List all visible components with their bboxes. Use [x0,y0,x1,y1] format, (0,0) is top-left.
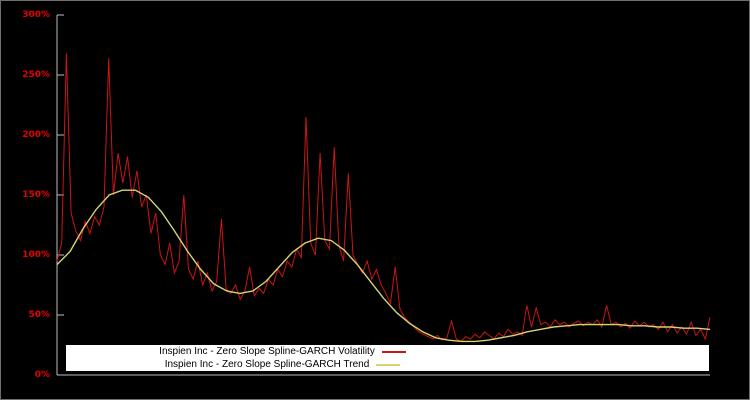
trend-series-line [56,189,711,343]
legend-item-volatility: Inspien Inc - Zero Slope Spline-GARCH Vo… [159,345,406,358]
y-axis-tick-label: 200% [22,130,50,140]
legend-label-volatility: Inspien Inc - Zero Slope Spline-GARCH Vo… [159,345,375,357]
y-axis-tick-label: 100% [22,250,50,260]
y-axis-tick-label: 250% [22,70,50,80]
legend-label-trend: Inspien Inc - Zero Slope Spline-GARCH Tr… [164,358,370,370]
legend: Inspien Inc - Zero Slope Spline-GARCH Vo… [66,345,709,371]
y-axis-tick-label: 300% [22,10,50,20]
trend-line-sample [376,363,401,366]
y-axis-tick-label: 150% [22,190,50,200]
volatility-series-line [56,53,711,343]
y-axis-tick-label: 0% [34,370,50,380]
legend-item-trend: Inspien Inc - Zero Slope Spline-GARCH Tr… [165,358,401,371]
y-axis-tick-label: 50% [28,310,50,320]
volatility-line-sample [381,350,406,353]
